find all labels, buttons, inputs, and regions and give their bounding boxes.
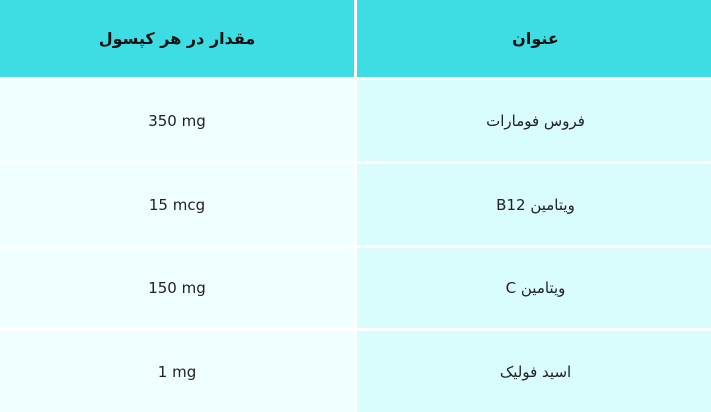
cell-title: اسید فولیک xyxy=(357,331,711,412)
cell-amount: 350 mg xyxy=(0,80,354,161)
cell-amount: 15 mcg xyxy=(0,164,354,245)
cell-title: فروس فومارات xyxy=(357,80,711,161)
cell-title: ویتامین B12 xyxy=(357,164,711,245)
cell-amount: 150 mg xyxy=(0,248,354,328)
header-amount: مقدار در هر کپسول xyxy=(0,0,354,77)
cell-title: ویتامین C xyxy=(357,248,711,328)
header-title: عنوان xyxy=(357,0,711,77)
cell-amount: 1 mg xyxy=(0,331,354,412)
